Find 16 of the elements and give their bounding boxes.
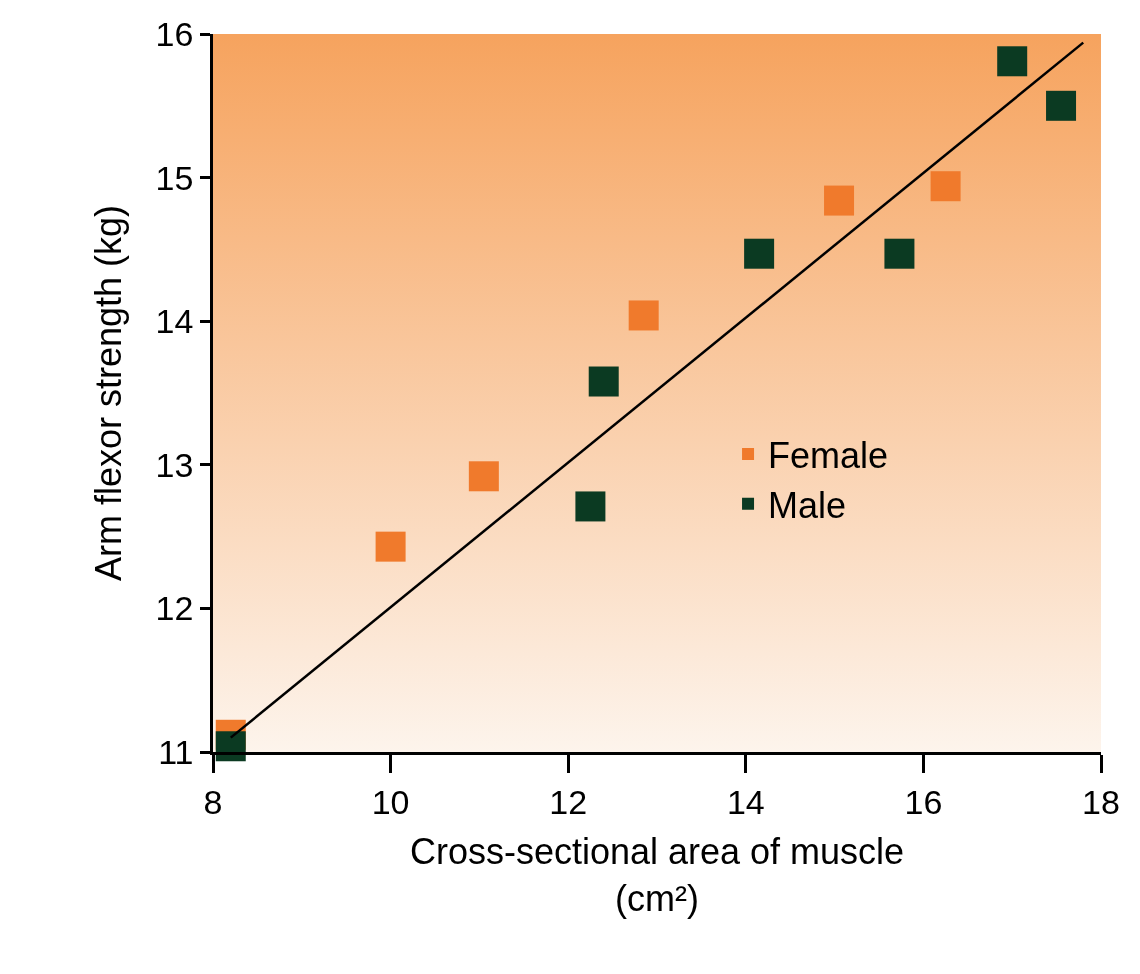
y-tick-label: 13 bbox=[155, 445, 194, 484]
x-tick-label: 14 bbox=[726, 782, 765, 821]
x-tick-label: 8 bbox=[203, 782, 223, 821]
y-tick-label: 16 bbox=[155, 14, 194, 53]
x-tick-label: 18 bbox=[1082, 782, 1120, 821]
x-tick-label: 12 bbox=[549, 782, 588, 821]
y-axis-title: Arm flexor strength (kg) bbox=[87, 204, 129, 582]
y-tick-label: 11 bbox=[158, 732, 194, 771]
y-tick-label: 12 bbox=[155, 589, 194, 628]
x-axis-title: Cross-sectional area of muscle (cm²) bbox=[409, 831, 905, 920]
legend-label: Female bbox=[768, 435, 889, 477]
legend-label: Male bbox=[768, 484, 847, 526]
y-tick-label: 14 bbox=[155, 302, 194, 341]
y-tick-label: 15 bbox=[155, 158, 194, 197]
x-tick-label: 10 bbox=[371, 782, 410, 821]
x-tick-label: 16 bbox=[904, 782, 943, 821]
